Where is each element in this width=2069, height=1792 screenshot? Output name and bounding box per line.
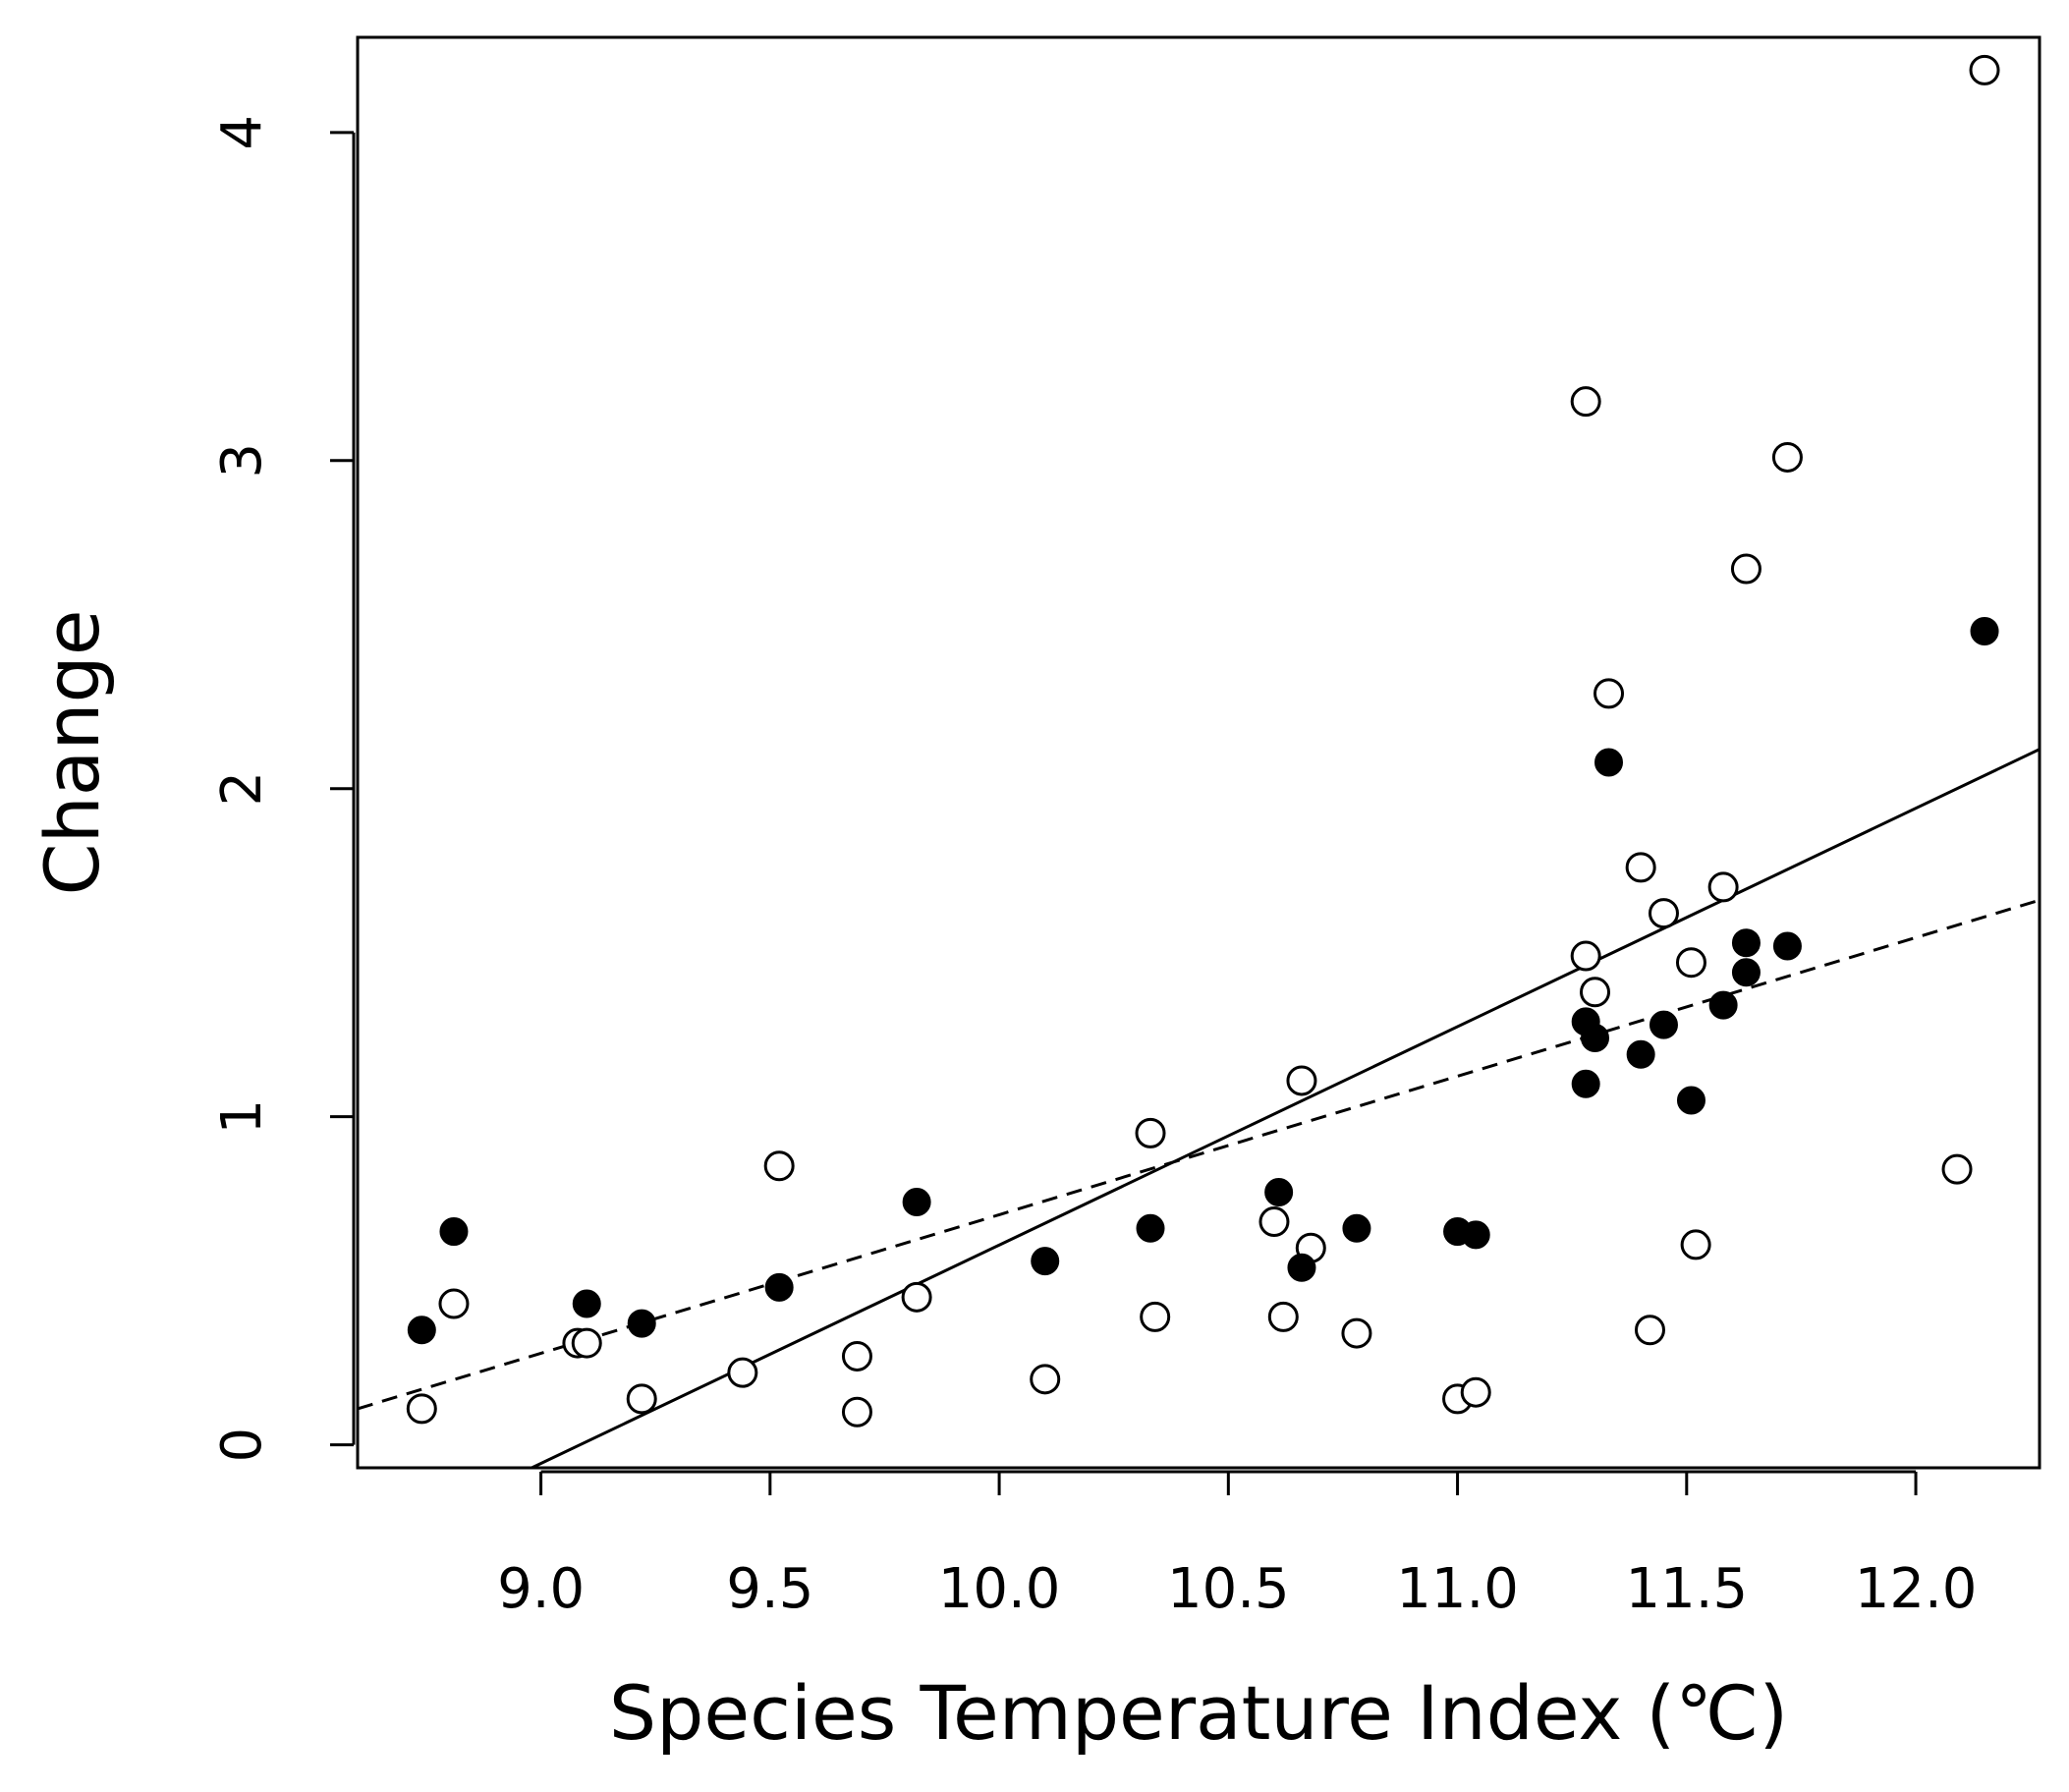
- x-tick-label-1: 9.5: [726, 1557, 813, 1621]
- open-point-28: [1680, 1229, 1711, 1260]
- open-point-27: [1675, 947, 1706, 979]
- filled-point-0: [407, 1316, 436, 1345]
- filled-point-22: [1731, 928, 1761, 958]
- open-point-25: [1634, 1315, 1665, 1346]
- open-point-11: [1135, 1117, 1166, 1148]
- filled-point-5: [902, 1188, 931, 1217]
- filled-point-8: [1264, 1177, 1294, 1206]
- open-point-9: [901, 1281, 932, 1313]
- y-axis-title: Change: [28, 610, 116, 896]
- open-point-13: [1258, 1206, 1290, 1238]
- filled-point-6: [1031, 1247, 1060, 1276]
- filled-point-2: [572, 1289, 601, 1318]
- filled-point-10: [1342, 1213, 1371, 1243]
- open-point-33: [1969, 54, 2000, 85]
- x-tick-label-5: 11.5: [1625, 1557, 1748, 1621]
- filled-point-12: [1461, 1220, 1490, 1250]
- y-tick-label-2: 2: [210, 771, 274, 807]
- open-point-29: [1707, 871, 1739, 903]
- regression-lines-layer: [357, 748, 2041, 1470]
- filled-point-4: [764, 1272, 794, 1302]
- open-point-19: [1460, 1376, 1491, 1408]
- open-point-5: [727, 1357, 758, 1388]
- open-point-4: [626, 1383, 657, 1415]
- filled-point-13: [1571, 1069, 1600, 1098]
- open-point-0: [406, 1393, 437, 1425]
- filled-point-3: [627, 1309, 656, 1338]
- filled-point-17: [1626, 1039, 1655, 1069]
- axes-layer: 9.0 9.5 10.0 10.5 11.0 11.5 12.0 0 1 2 3 4: [210, 115, 1977, 1621]
- open-point-32: [1941, 1153, 1973, 1185]
- filled-point-21: [1731, 958, 1761, 987]
- y-tick-label-4: 4: [210, 115, 274, 150]
- x-tick-label-2: 10.0: [938, 1557, 1061, 1621]
- open-point-21: [1570, 940, 1601, 972]
- x-tick-label-6: 12.0: [1855, 1557, 1978, 1621]
- open-point-23: [1594, 678, 1625, 709]
- data-points-layer: [406, 54, 2000, 1428]
- open-point-3: [571, 1327, 602, 1359]
- filled-point-19: [1676, 1086, 1706, 1115]
- open-point-20: [1570, 386, 1601, 418]
- open-point-8: [841, 1340, 872, 1372]
- open-point-31: [1771, 441, 1803, 473]
- filled-point-7: [1136, 1213, 1165, 1243]
- open-point-24: [1625, 852, 1656, 883]
- open-point-26: [1648, 898, 1679, 929]
- filled-point-16: [1594, 748, 1624, 777]
- y-tick-label-3: 3: [210, 443, 274, 478]
- filled-point-1: [439, 1217, 469, 1247]
- solid-regression-line: [531, 748, 2041, 1470]
- x-tick-label-3: 10.5: [1167, 1557, 1290, 1621]
- open-point-12: [1140, 1301, 1171, 1332]
- filled-point-23: [1772, 931, 1802, 961]
- plot-frame: [356, 35, 2041, 1470]
- filled-point-24: [1970, 616, 1999, 645]
- filled-point-15: [1581, 1024, 1610, 1053]
- y-tick-label-0: 0: [210, 1428, 274, 1463]
- open-point-15: [1286, 1065, 1317, 1096]
- y-tick-label-1: 1: [210, 1099, 274, 1135]
- dashed-regression-line: [357, 898, 2041, 1411]
- x-tick-label-4: 11.0: [1396, 1557, 1519, 1621]
- open-point-14: [1267, 1301, 1299, 1332]
- filled-point-20: [1708, 990, 1738, 1020]
- filled-point-18: [1649, 1010, 1678, 1039]
- x-axis-title: Species Temperature Index (℃): [609, 1669, 1788, 1757]
- filled-point-9: [1287, 1253, 1316, 1282]
- open-point-1: [438, 1288, 470, 1319]
- open-point-6: [763, 1150, 795, 1182]
- open-point-7: [841, 1396, 872, 1428]
- x-tick-label-0: 9.0: [497, 1557, 585, 1621]
- open-point-22: [1580, 977, 1611, 1008]
- open-point-30: [1730, 553, 1761, 585]
- open-point-17: [1341, 1317, 1372, 1349]
- open-point-10: [1030, 1364, 1061, 1395]
